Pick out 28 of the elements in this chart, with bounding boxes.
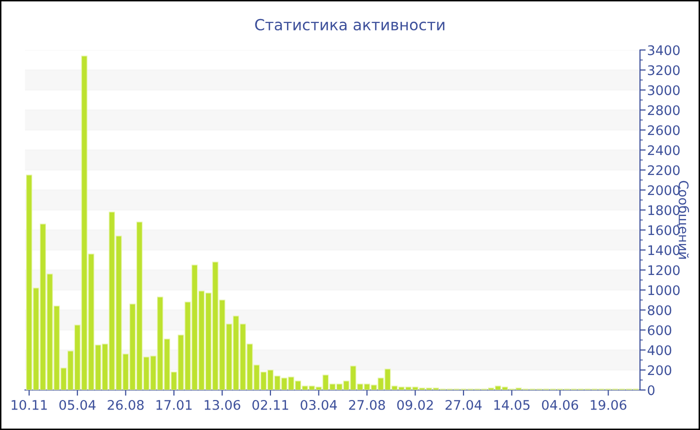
y-tick-label: 600: [648, 325, 672, 336]
x-tick-label: 10.11: [12, 400, 47, 410]
x-tick-label: 02.11: [252, 400, 288, 410]
x-tick-label: 17.01: [156, 400, 192, 410]
y-tick-label: 2400: [648, 145, 680, 156]
y-tick-label: 2200: [648, 165, 680, 176]
y-tick-label: 3000: [648, 85, 680, 96]
y-tick-label: 1000: [648, 285, 680, 296]
y-tick-label: 3200: [648, 65, 680, 76]
x-tick-label: 26.08: [108, 400, 144, 410]
x-tick-label: 27.04: [446, 400, 482, 410]
chart-title: Статистика активности: [255, 18, 444, 30]
y-tick-label: 2800: [648, 105, 680, 116]
x-tick-label: 04.06: [542, 400, 578, 410]
y-tick-label: 3400: [648, 45, 680, 56]
x-tick-label: 05.04: [59, 400, 96, 410]
x-tick-label: 09.02: [397, 400, 433, 410]
y-tick-label: 400: [648, 345, 672, 356]
x-tick-label: 14.05: [494, 400, 530, 410]
y-tick-label: 0: [648, 385, 654, 396]
y-tick-label: 200: [648, 365, 672, 376]
y-tick-label: 800: [648, 305, 672, 316]
y-tick-label: 2600: [648, 125, 680, 136]
y-tick-label: 1200: [648, 265, 680, 276]
x-tick-label: 03.04: [300, 400, 337, 410]
x-tick-label: 19.06: [590, 400, 626, 410]
x-tick-label: 27.08: [349, 400, 385, 410]
x-tick-label: 13.06: [204, 400, 240, 410]
